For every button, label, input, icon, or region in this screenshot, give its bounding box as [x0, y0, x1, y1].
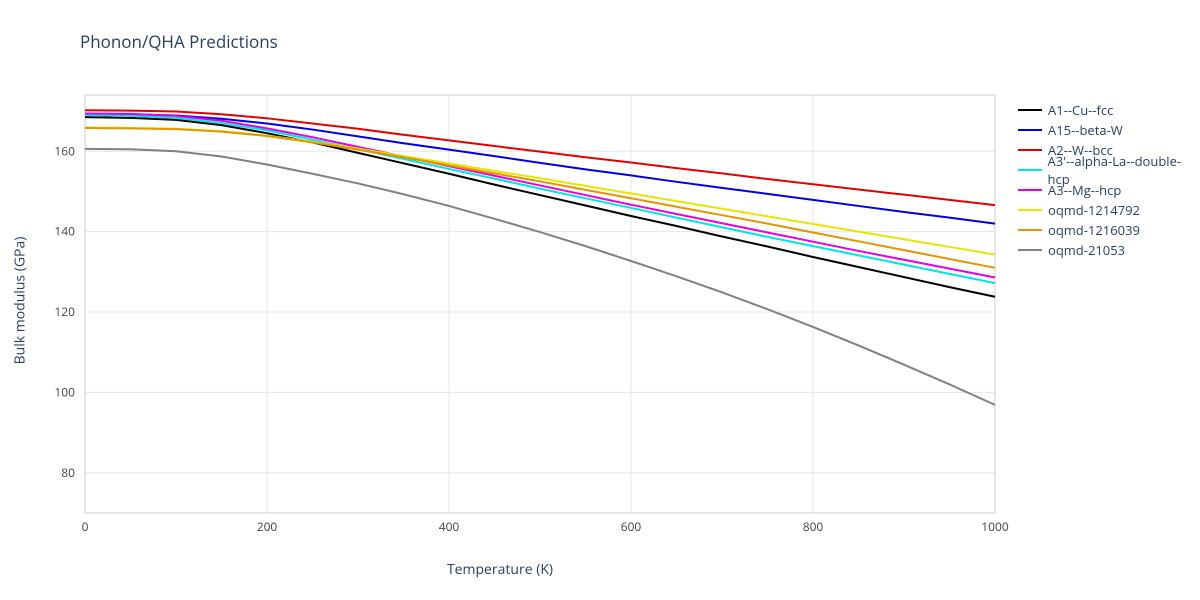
- x-tick-label: 0: [82, 518, 89, 535]
- chart-container: Phonon/QHA Predictions Temperature (K) B…: [0, 0, 1200, 600]
- plot-border: [85, 95, 995, 513]
- series-oqmd-1216039[interactable]: [85, 128, 995, 268]
- x-tick-label: 400: [439, 518, 460, 535]
- x-tick-label: 600: [621, 518, 642, 535]
- x-tick-label: 800: [803, 518, 824, 535]
- series-oqmd-1214792[interactable]: [85, 128, 995, 255]
- x-tick-label: 200: [257, 518, 278, 535]
- chart-plot: 0 200 400 600 800 1000 80 100 120 140 160: [0, 0, 1200, 600]
- x-tick-label: 1000: [981, 518, 1009, 535]
- grid: [85, 95, 995, 513]
- y-tick-label: 120: [54, 303, 75, 320]
- y-tick-label: 140: [54, 223, 75, 240]
- y-tick-label: 80: [61, 464, 75, 481]
- series-oqmd-21053[interactable]: [85, 149, 995, 405]
- y-tick-label: 160: [54, 142, 75, 159]
- ticks: 0 200 400 600 800 1000 80 100 120 140 160: [54, 142, 1008, 535]
- y-tick-label: 100: [54, 383, 75, 400]
- series-A3'--alpha-La--double-hcp[interactable]: [85, 115, 995, 283]
